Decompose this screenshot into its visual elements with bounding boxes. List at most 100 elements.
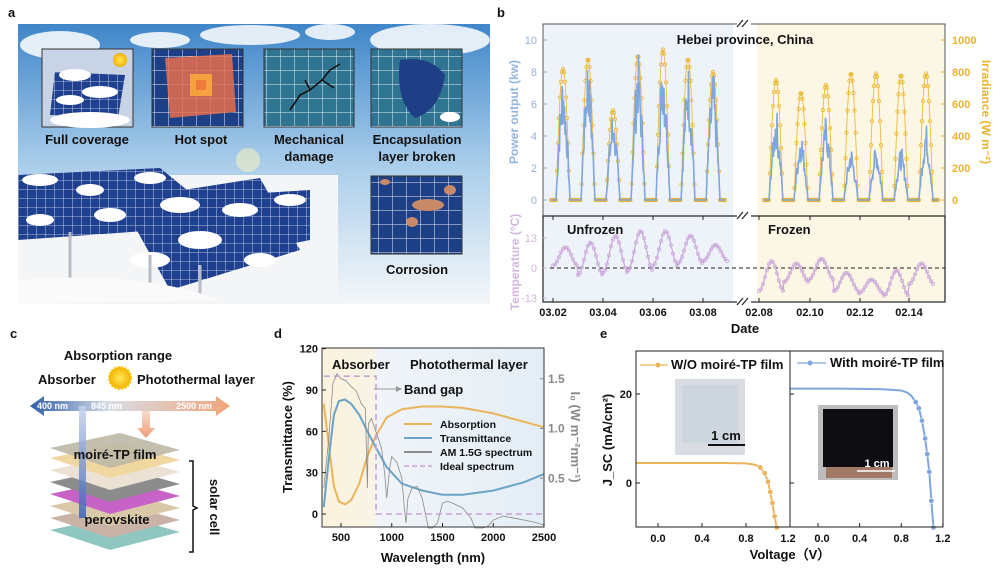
temperature-point [715,243,719,248]
temperature-point [921,262,925,267]
irradiance-point [659,51,665,56]
temperature-point [565,245,569,250]
temperature-point [582,257,586,262]
x-tick-label: 1.2 [780,533,795,545]
temperature-point [782,279,786,284]
panel-letter-a: a [8,5,16,20]
temperature-point [615,235,619,239]
label-corrosion: Corrosion [386,262,448,277]
band-gap-arrowhead [396,386,402,392]
irradiance-point [686,57,691,63]
temperature-point [576,272,580,277]
label-layer-broken: layer broken [378,149,455,164]
irradiance-point [663,80,669,85]
temperature-point [584,249,588,254]
legend-label: AM 1.5G spectrum [440,447,532,459]
temperature-point [586,243,590,248]
jv-point [926,469,933,475]
irradiance-point [903,131,908,136]
irradiance-point [778,145,784,151]
jv-point [922,435,928,442]
visible-light-beam [79,406,86,518]
spectra-plot [322,373,545,529]
temperature-point [598,268,602,273]
jv-point [771,513,778,520]
temperature-point [769,259,773,264]
temperature-point [709,247,713,252]
jv-point [769,500,776,506]
series-ideal-spectrum [323,375,544,515]
temperature-point [611,237,615,242]
irradiance-point [586,57,591,63]
panel-a: a [8,5,490,304]
irradiance-tick-label: 0 [952,195,958,207]
irradiance-point [869,119,875,124]
inset-with-film-photo: 1 cm [818,405,898,480]
absorber-region-label: Absorber [332,357,390,372]
temperature-point [767,261,771,266]
date-tick-label: 02.12 [846,307,874,319]
temperature-line [758,258,934,298]
temperature-point [667,235,671,240]
temperature-point [923,265,927,270]
irradiance-point [875,84,881,89]
temperature-point [761,282,765,287]
irradiance-point [827,126,833,131]
panel-letter-d: d [274,326,282,341]
temperature-point [580,265,584,270]
legend-label: Ideal spectrum [440,461,514,473]
transmittance-axis-label: Transmittance (%) [280,381,295,493]
irradiance-point [893,156,898,161]
temperature-point [806,279,810,284]
temperature-point [559,250,563,255]
absorber-label: Absorber [38,372,96,387]
label-full-coverage: Full coverage [45,132,129,147]
irradiance-point [563,95,569,100]
sun-icon [108,366,132,390]
temperature-point [861,288,865,293]
frozen-label: Frozen [768,222,811,237]
temperature-point [777,278,781,283]
irradiance-tick-label: 800 [952,67,970,79]
temperature-point [592,246,596,251]
irradiance-point [774,80,780,86]
temperature-point [619,248,623,253]
temperature-point [800,268,804,273]
irradiance-point [876,99,882,104]
temperature-point [623,265,627,270]
power-axis-label: Power output (kw) [507,60,521,164]
inset-corrosion [370,175,463,255]
date-tick-label: 03.04 [589,307,617,319]
label-mechanical: Mechanical [274,132,344,147]
irradiance-point [918,143,924,148]
temperature-point [669,243,673,248]
temperature-point [707,251,711,256]
irradiance-point [826,107,832,113]
temperature-point [575,263,579,268]
temperature-plot [543,229,945,298]
arrow-label-400: 400 nm [37,401,68,411]
irradiance-point [795,122,800,127]
irradiance-point [662,62,668,67]
temperature-point [663,229,667,234]
temperature-point [551,263,555,268]
temperature-point [723,256,727,261]
temperature-point [773,264,777,269]
jv-point [767,489,774,495]
temperature-point [875,283,879,288]
sun-glow [236,148,260,172]
irradiance-point [819,126,825,131]
temperature-point [888,281,892,286]
irradiance-point [777,123,783,128]
temperature-point [786,275,790,280]
irradiance-point [897,80,902,85]
irradiance-point [879,169,885,174]
irradiance-point [582,98,587,103]
irradiance-point [825,94,831,99]
inset-encapsulation-broken [370,48,463,128]
temperature-point [911,277,915,282]
temperature-point [779,285,783,289]
temperature-point [781,288,785,293]
temperature-point [857,291,861,296]
irradiance-point [689,98,694,103]
